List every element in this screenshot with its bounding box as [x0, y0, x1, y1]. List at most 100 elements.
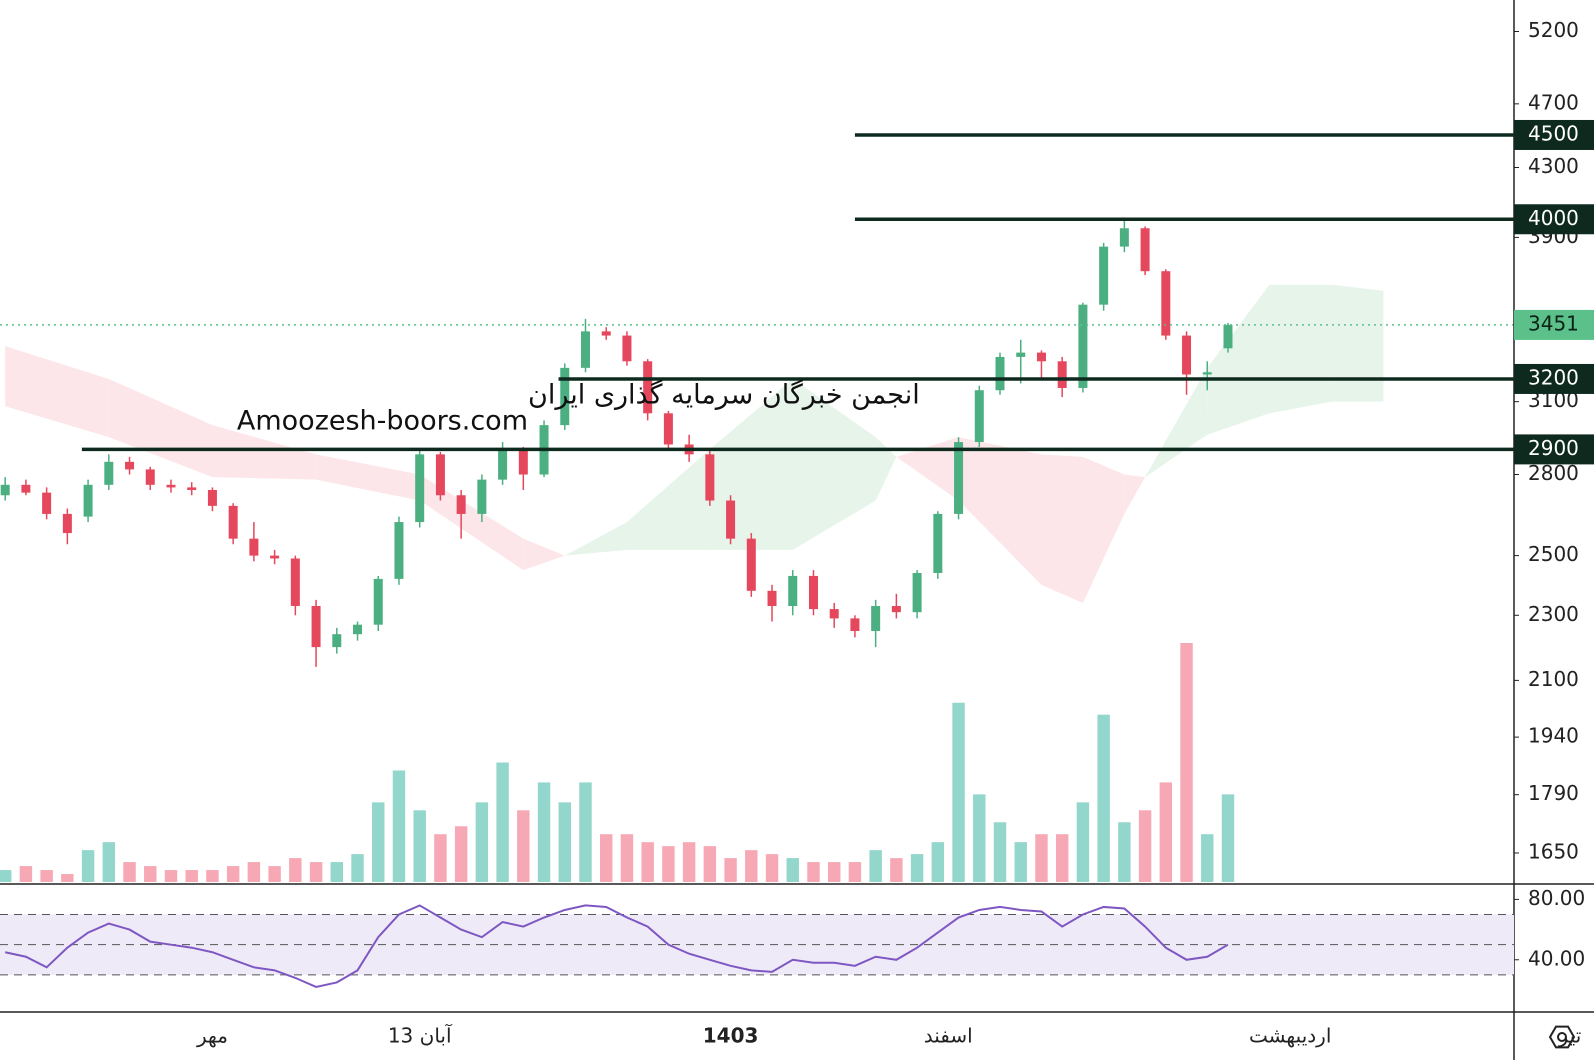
- volume-bar: [247, 862, 261, 882]
- volume-bar: [61, 874, 74, 882]
- volume-bar: [910, 854, 924, 882]
- candle-body: [705, 454, 715, 501]
- volume-bar: [662, 846, 675, 882]
- candle-body: [643, 361, 653, 414]
- candle-body: [104, 461, 114, 485]
- x-tick-label: اردیبهشت: [1249, 1024, 1331, 1048]
- candle-body: [270, 555, 280, 559]
- candle-body: [726, 500, 736, 539]
- y-tick-label: 5200: [1528, 18, 1579, 42]
- candle-body: [435, 454, 445, 496]
- level-label: 3200: [1528, 365, 1579, 389]
- y-tick-label: 2300: [1528, 602, 1579, 626]
- volume-bar: [226, 866, 240, 882]
- volume-bar: [19, 866, 33, 882]
- cloud-segment: [958, 437, 1042, 585]
- candle-body: [954, 442, 964, 514]
- volume-bar: [931, 842, 945, 882]
- candle-body: [353, 624, 363, 635]
- volume-bar: [309, 862, 323, 882]
- level-box: [1514, 119, 1594, 150]
- candle-body: [21, 484, 31, 493]
- volume-bar: [289, 858, 302, 882]
- candle-body: [145, 469, 155, 485]
- volume-bar: [330, 862, 344, 882]
- candle-body: [1202, 372, 1212, 375]
- cloud-segment: [316, 454, 420, 501]
- candle-body: [83, 484, 93, 517]
- level-box: [1514, 363, 1594, 394]
- candle-body: [518, 449, 528, 475]
- candle-body: [1099, 246, 1109, 305]
- volume-bar: [973, 794, 986, 882]
- candle-body: [477, 479, 487, 514]
- volume-bar: [1118, 822, 1131, 882]
- cloud-segment: [5, 346, 109, 438]
- cloud-segment: [523, 538, 565, 571]
- candle-body: [912, 573, 922, 613]
- volume-bar: [1014, 842, 1027, 882]
- cloud-segment: [564, 522, 627, 556]
- cloud-segment: [212, 425, 317, 480]
- candle-body: [1182, 335, 1192, 375]
- y-tick-label: 2500: [1528, 542, 1579, 566]
- rsi-tick-label: 80.00: [1528, 886, 1585, 910]
- volume-bar: [1035, 834, 1048, 882]
- settings-icon[interactable]: [1548, 1025, 1576, 1049]
- candle-body: [415, 454, 425, 523]
- volume-bar: [351, 854, 364, 882]
- candle-body: [456, 495, 466, 514]
- candle-body: [249, 538, 259, 556]
- volume-bar: [40, 870, 53, 882]
- volume-bar: [475, 802, 489, 882]
- level-label: 4500: [1528, 121, 1579, 145]
- cloud-segment: [1207, 284, 1270, 435]
- last-price-box: [1514, 309, 1594, 340]
- volume-bar: [1180, 643, 1193, 882]
- candle-body: [498, 449, 508, 480]
- candle-body: [1057, 361, 1067, 388]
- x-tick-label: 13 آبان: [388, 1023, 453, 1048]
- volume-bar: [496, 762, 509, 882]
- candle-body: [1036, 352, 1046, 362]
- cloud-segment: [896, 437, 959, 501]
- volume-bar: [765, 854, 779, 882]
- volume-bar: [807, 862, 820, 882]
- y-tick-label: 2100: [1528, 667, 1579, 691]
- volume-bar: [579, 782, 592, 882]
- x-tick-label: اسفند: [924, 1024, 973, 1048]
- volume-bar: [1221, 794, 1235, 882]
- cloud-segment: [875, 437, 897, 501]
- watermark: Amoozesh-boors.com: [237, 406, 528, 437]
- settings-hexagon: [1548, 1025, 1576, 1049]
- watermark: انجمن خبرگان سرمایه گذاری ایران: [528, 379, 920, 411]
- candle-body: [829, 609, 839, 619]
- y-tick-label: 1940: [1528, 724, 1579, 748]
- x-tick-label: 1403: [703, 1024, 759, 1048]
- volume-bar: [952, 702, 965, 882]
- volume-bar: [144, 866, 157, 882]
- candle-body: [974, 390, 984, 443]
- candle-body: [1078, 304, 1088, 388]
- volume-bar: [786, 858, 799, 882]
- volume-bar: [413, 810, 426, 882]
- volume-bar: [600, 834, 613, 882]
- candle-body: [580, 331, 590, 368]
- volume-bar: [745, 850, 758, 882]
- candle-body: [767, 590, 777, 607]
- candle-body: [1119, 228, 1129, 247]
- y-tick-label: 1790: [1528, 781, 1579, 805]
- cloud-segment: [1269, 284, 1332, 414]
- candle-body: [62, 513, 72, 534]
- cloud-segment: [419, 474, 524, 571]
- candle-body: [42, 492, 52, 514]
- cloud-segment: [1124, 474, 1146, 514]
- volume-bar: [123, 862, 136, 882]
- volume-bar: [724, 858, 737, 882]
- volume-bar: [558, 802, 571, 882]
- candle-body: [1140, 228, 1150, 272]
- volume-bar: [641, 842, 654, 882]
- y-tick-label: 1650: [1528, 839, 1579, 863]
- candle-body: [228, 505, 238, 539]
